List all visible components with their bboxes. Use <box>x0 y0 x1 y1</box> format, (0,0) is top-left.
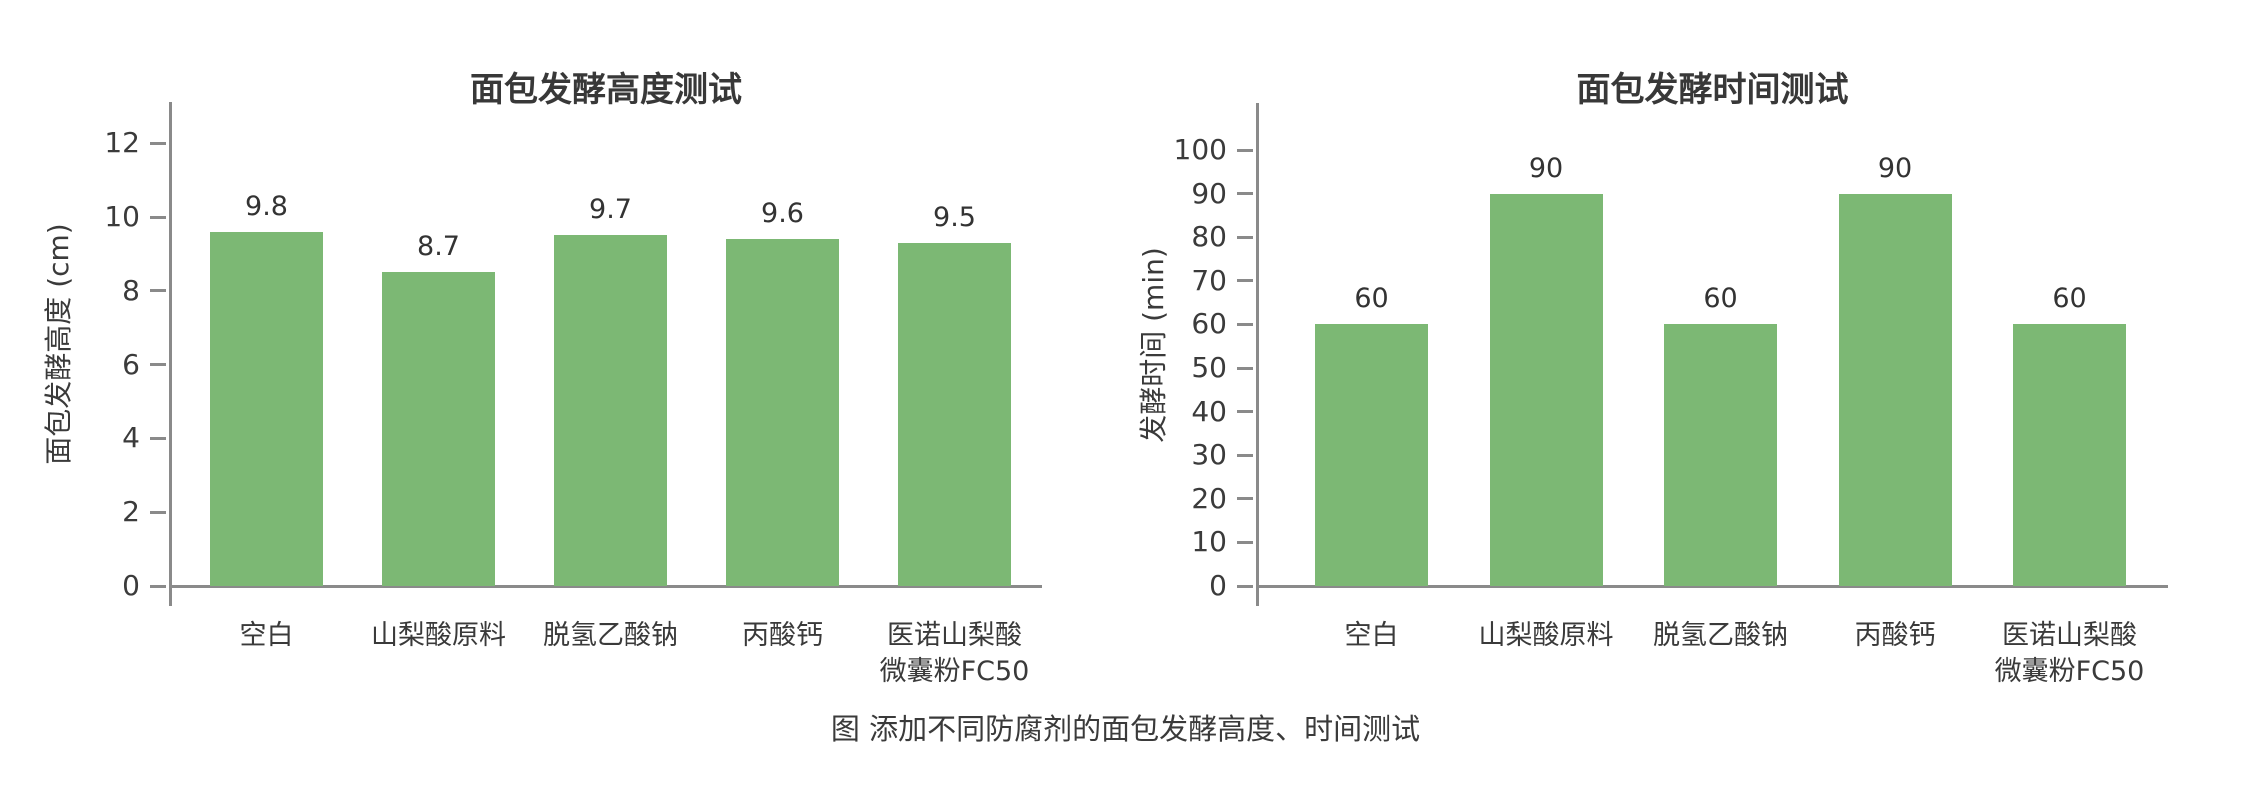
y-tick-label: 30 <box>1191 438 1227 472</box>
bar-value-label: 60 <box>1703 283 1738 315</box>
y-tick-label: 60 <box>1191 307 1227 341</box>
figure-caption: 图 添加不同防腐剂的面包发酵高度、时间测试 <box>830 712 1421 746</box>
category-label: 空白 <box>239 620 294 651</box>
category-label: 医诺山梨酸 微囊粉FC50 <box>879 620 1030 688</box>
category-label: 脱氢乙酸钠 <box>1653 620 1788 651</box>
y-tick-dash <box>150 584 166 588</box>
category-label: 山梨酸原料 <box>1478 620 1614 651</box>
category-label: 空白 <box>1344 620 1399 651</box>
y-tick-dash <box>1237 584 1253 588</box>
bar-value-label: 90 <box>1877 152 1913 184</box>
y-tick-label: 20 <box>1191 481 1227 515</box>
y-tick-dash <box>150 510 166 514</box>
bar <box>1664 324 1777 586</box>
bar <box>1315 324 1428 586</box>
bar-value-label: 9.6 <box>761 198 804 230</box>
y-tick-dash <box>1237 322 1253 326</box>
category-label: 医诺山梨酸 微囊粉FC50 <box>1994 620 2145 688</box>
y-tick-dash <box>150 141 166 145</box>
y-tick-label: 4 <box>122 421 140 455</box>
category-label: 丙酸钙 <box>1854 620 1936 651</box>
bar <box>1838 193 1952 586</box>
bar <box>210 231 323 586</box>
y-tick-dash <box>150 215 166 219</box>
category-label: 丙酸钙 <box>742 620 823 651</box>
bar <box>1489 193 1603 586</box>
y-tick-label: 50 <box>1191 351 1227 384</box>
y-tick-label: 40 <box>1191 394 1227 428</box>
bar <box>554 235 667 586</box>
chart-title: 面包发酵高度测试 <box>470 70 742 110</box>
y-tick-dash <box>150 363 166 367</box>
y-tick-label: 12 <box>104 126 140 160</box>
bar <box>726 239 839 586</box>
y-tick-dash <box>1237 192 1253 196</box>
y-tick-dash <box>150 436 166 440</box>
bar <box>898 242 1011 586</box>
bar <box>382 272 495 586</box>
y-tick-label: 6 <box>122 347 140 381</box>
bar <box>2013 324 2126 586</box>
y-tick-label: 80 <box>1191 220 1227 254</box>
y-tick-dash <box>1237 497 1253 501</box>
y-axis-spine <box>1256 103 1259 606</box>
y-tick-dash <box>1237 366 1253 370</box>
bar-value-label: 9.8 <box>245 190 288 222</box>
chart-title: 面包发酵时间测试 <box>1576 70 1849 110</box>
y-tick-dash <box>1237 235 1253 239</box>
y-tick-label: 10 <box>1191 525 1227 559</box>
y-axis-spine <box>169 102 172 606</box>
bar-value-label: 60 <box>2052 283 2087 315</box>
bar-value-label: 60 <box>1354 283 1389 315</box>
y-tick-dash <box>150 289 166 293</box>
y-tick-label: 70 <box>1191 263 1227 297</box>
bar-value-label: 8.7 <box>417 231 460 263</box>
y-tick-label: 10 <box>104 200 140 233</box>
y-tick-label: 0 <box>122 569 140 602</box>
bar-value-label: 90 <box>1528 152 1564 184</box>
y-tick-label: 100 <box>1173 133 1227 166</box>
y-tick-label: 90 <box>1191 176 1227 210</box>
x-axis-line <box>1257 585 2168 588</box>
category-label: 山梨酸原料 <box>371 620 506 651</box>
y-tick-label: 2 <box>122 495 140 529</box>
y-tick-label: 8 <box>122 273 140 307</box>
y-tick-dash <box>1237 453 1253 457</box>
bar-value-label: 9.5 <box>933 201 976 233</box>
category-label: 脱氢乙酸钠 <box>543 620 678 651</box>
bar-value-label: 9.7 <box>589 194 632 226</box>
y-tick-dash <box>1237 540 1253 544</box>
y-tick-dash <box>1237 279 1253 283</box>
y-tick-dash <box>1237 410 1253 414</box>
y-tick-dash <box>1237 148 1253 152</box>
x-axis-line <box>170 585 1042 588</box>
y-tick-label: 0 <box>1209 569 1227 602</box>
